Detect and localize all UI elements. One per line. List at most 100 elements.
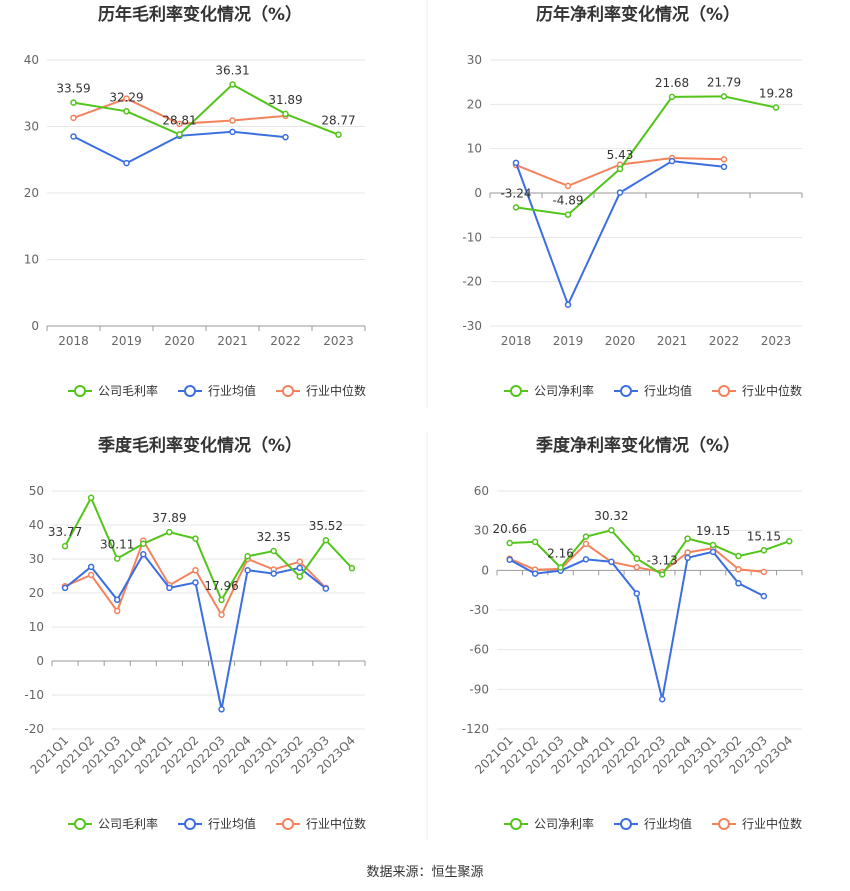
- y-tick-label: 10: [24, 253, 39, 267]
- data-point: [786, 537, 793, 545]
- legend-item: 行业中位数: [276, 816, 366, 831]
- data-point: [512, 204, 520, 211]
- y-tick-label: -30: [462, 319, 482, 333]
- series-line: [509, 529, 790, 576]
- data-point: [709, 548, 717, 556]
- y-tick-label: 30: [467, 53, 482, 67]
- data-point: [772, 104, 780, 111]
- legend-label: 公司净利率: [534, 383, 594, 398]
- data-point: [720, 93, 728, 100]
- data-point: [176, 131, 183, 138]
- data-point: [684, 549, 691, 556]
- legend-item: 行业均值: [614, 816, 692, 831]
- x-tick-label: 2018: [501, 334, 532, 348]
- legend-label: 行业中位数: [742, 383, 802, 398]
- legend-marker: [184, 818, 196, 830]
- data-point: [87, 571, 95, 579]
- legend-label: 行业均值: [208, 816, 256, 831]
- data-point: [270, 570, 277, 577]
- data-point: [113, 607, 121, 615]
- chart-panel-1: 历年毛利率变化情况（%） 0 10 20 30 40 2018 2019 2020 2021 202…: [24, 4, 366, 398]
- data-point: [633, 555, 641, 562]
- y-tick-label: 0: [481, 563, 489, 577]
- data-point: [616, 165, 624, 173]
- data-label: 36.31: [215, 64, 249, 78]
- data-point: [87, 494, 95, 502]
- legend-label: 行业中位数: [742, 816, 802, 831]
- data-label: -4.89: [552, 194, 583, 208]
- data-point: [218, 611, 225, 619]
- y-tick-label: -10: [24, 688, 44, 702]
- y-tick-label: 40: [24, 53, 39, 67]
- x-tick-label: 2022: [270, 334, 301, 348]
- y-tick-label: -90: [469, 682, 489, 696]
- chart-panel-2: 历年净利率变化情况（%） -30 -20 -10 0 10 20 30 2018 2019 2020…: [462, 4, 803, 398]
- data-point: [735, 552, 742, 560]
- y-tick-label: -60: [469, 643, 489, 657]
- data-point: [684, 554, 691, 562]
- y-tick-label: 20: [24, 186, 39, 200]
- y-tick-label: 10: [29, 620, 44, 634]
- data-point: [564, 211, 572, 218]
- data-label: 15.15: [747, 529, 781, 543]
- x-tick-label: 2022: [709, 334, 740, 348]
- data-point: [658, 571, 666, 578]
- legend-marker: [510, 818, 522, 830]
- y-tick-label: 60: [474, 484, 489, 498]
- data-point: [582, 556, 590, 563]
- data-point: [668, 93, 676, 101]
- data-point: [70, 133, 77, 140]
- data-point: [87, 563, 95, 571]
- legend-label: 公司毛利率: [98, 816, 158, 831]
- legend-label: 行业中位数: [306, 383, 366, 398]
- series-line: [64, 538, 327, 617]
- x-tick-label: 2019: [111, 334, 142, 348]
- data-point: [322, 536, 330, 544]
- data-label: 31.89: [268, 93, 302, 107]
- data-point: [229, 128, 236, 136]
- y-tick-label: -120: [462, 722, 489, 736]
- data-point: [720, 156, 728, 163]
- data-label: 19.28: [759, 87, 793, 101]
- legend-marker: [718, 818, 730, 830]
- legend-item: 行业均值: [178, 816, 256, 831]
- y-tick-label: -20: [462, 275, 482, 289]
- data-point: [270, 547, 277, 555]
- data-point: [123, 159, 130, 167]
- data-point: [192, 579, 199, 586]
- y-tick-label: 30: [29, 552, 44, 566]
- legend-item: 行业均值: [178, 383, 256, 398]
- data-point: [192, 566, 199, 574]
- data-point: [140, 540, 147, 547]
- series-line: [73, 83, 339, 136]
- legend-item: 公司毛利率: [68, 816, 158, 831]
- y-tick-label: 0: [31, 319, 39, 333]
- data-point: [218, 596, 225, 604]
- y-tick-label: 40: [29, 518, 44, 532]
- legend-marker: [620, 385, 632, 397]
- data-point: [282, 133, 289, 141]
- chart-title: 季度毛利率变化情况（%）: [98, 435, 302, 456]
- data-point: [70, 114, 77, 122]
- data-point: [296, 558, 304, 565]
- legend-marker: [620, 818, 632, 830]
- series-line: [515, 160, 725, 308]
- series-line: [64, 552, 327, 710]
- x-tick-label: 2021: [657, 334, 688, 348]
- legend-marker: [282, 818, 294, 830]
- legend-marker: [510, 385, 522, 397]
- data-point: [760, 592, 768, 600]
- data-label: 32.35: [257, 530, 291, 544]
- y-tick-label: 0: [474, 186, 482, 200]
- data-point: [61, 584, 69, 592]
- data-label: -3.24: [500, 186, 531, 200]
- data-label: 28.77: [321, 114, 355, 128]
- data-point: [166, 528, 173, 536]
- y-tick-label: 50: [29, 484, 44, 498]
- data-point: [735, 566, 742, 573]
- data-point: [176, 120, 183, 128]
- data-label: 19.15: [696, 524, 730, 538]
- y-tick-label: 20: [467, 97, 482, 111]
- data-point: [61, 542, 69, 550]
